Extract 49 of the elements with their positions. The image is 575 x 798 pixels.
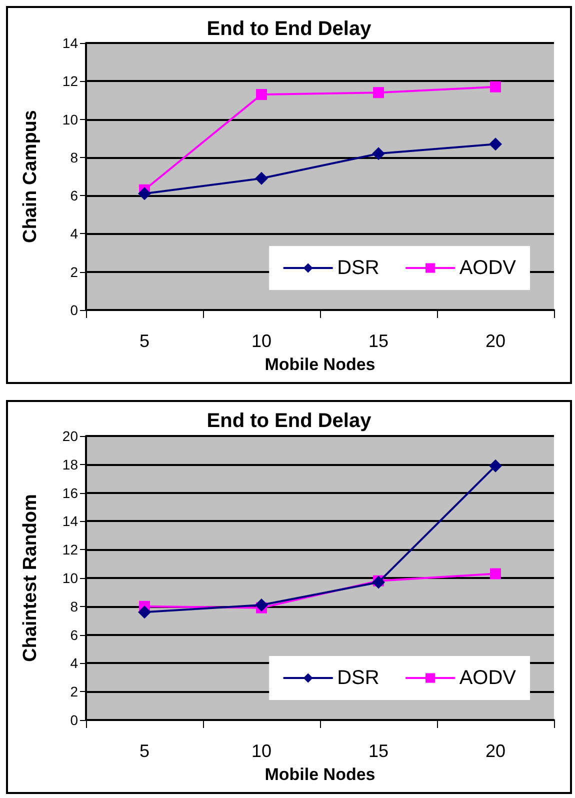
x-tick-label: 15 bbox=[368, 331, 389, 351]
point bbox=[373, 87, 384, 98]
legend-label: DSR bbox=[337, 667, 380, 689]
y-axis-title: Chain Campus bbox=[20, 110, 41, 244]
point bbox=[256, 88, 267, 100]
chart-title: End to End Delay bbox=[206, 410, 372, 432]
x-tick-label: 20 bbox=[485, 331, 506, 351]
point bbox=[490, 81, 501, 92]
legend-label: AODV bbox=[459, 257, 517, 279]
point bbox=[255, 172, 268, 185]
y-tick-label: 0 bbox=[70, 712, 78, 728]
y-axis-title: Chaintest Random bbox=[20, 494, 41, 662]
x-tick-label: 5 bbox=[139, 331, 150, 351]
x-axis-title: Mobile Nodes bbox=[264, 355, 376, 374]
y-tick-label: 4 bbox=[70, 655, 78, 672]
y-tick-label: 0 bbox=[70, 302, 78, 318]
y-tick-label: 2 bbox=[70, 684, 78, 700]
y-tick-label: 6 bbox=[70, 626, 78, 643]
y-tick-label: 14 bbox=[62, 35, 78, 51]
point bbox=[138, 187, 151, 200]
x-tick-label: 20 bbox=[485, 741, 506, 761]
y-tick-label: 4 bbox=[70, 226, 78, 242]
y-tick-label: 14 bbox=[62, 513, 78, 530]
legend-label: AODV bbox=[459, 667, 517, 689]
x-tick-label: 5 bbox=[139, 741, 150, 761]
chart-title: End to End Delay bbox=[206, 18, 372, 40]
y-tick-label: 6 bbox=[70, 188, 78, 204]
y-tick-label: 16 bbox=[62, 484, 78, 501]
x-tick-label: 10 bbox=[251, 331, 272, 351]
y-tick-label: 8 bbox=[70, 598, 78, 614]
y-tick-label: 12 bbox=[62, 542, 78, 558]
point bbox=[489, 459, 502, 472]
point bbox=[372, 576, 385, 589]
point bbox=[489, 138, 502, 151]
y-tick-label: 10 bbox=[62, 111, 78, 128]
point bbox=[255, 598, 268, 612]
x-axis-title: Mobile Nodes bbox=[264, 765, 376, 784]
x-tick-label: 10 bbox=[251, 741, 272, 761]
point bbox=[372, 147, 385, 160]
point bbox=[138, 606, 151, 619]
y-tick-label: 2 bbox=[70, 264, 78, 280]
y-tick-label: 20 bbox=[62, 428, 78, 444]
y-tick-label: 8 bbox=[70, 149, 78, 166]
legend-label: DSR bbox=[337, 257, 380, 279]
x-tick-label: 15 bbox=[368, 741, 389, 761]
y-tick-label: 10 bbox=[62, 570, 78, 586]
y-tick-label: 18 bbox=[62, 456, 78, 472]
point bbox=[490, 568, 501, 580]
y-tick-label: 12 bbox=[62, 73, 78, 90]
